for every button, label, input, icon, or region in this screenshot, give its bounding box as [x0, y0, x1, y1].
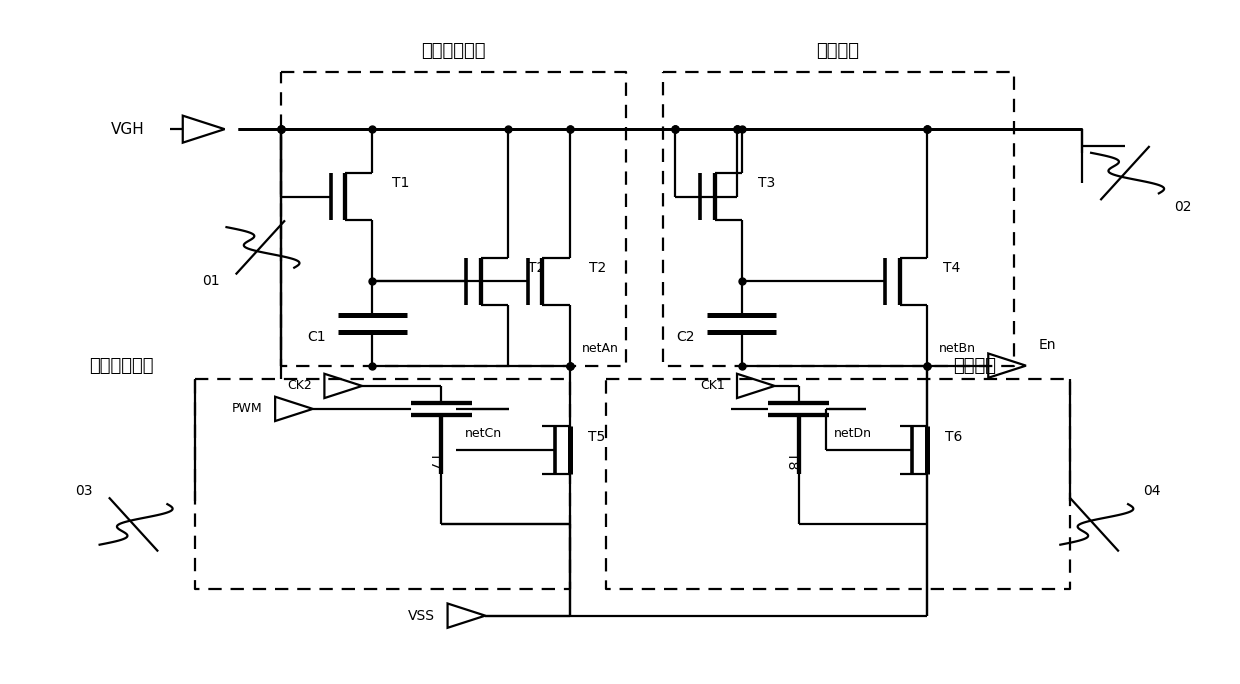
Text: T7: T7	[428, 451, 443, 469]
Text: 01: 01	[202, 274, 219, 288]
Text: CK2: CK2	[288, 380, 312, 393]
Text: CK1: CK1	[699, 380, 724, 393]
Text: 03: 03	[76, 484, 93, 498]
Text: 04: 04	[1143, 484, 1161, 498]
Text: 下拉模块: 下拉模块	[952, 356, 996, 375]
Text: 02: 02	[1174, 200, 1192, 214]
Text: T2: T2	[589, 261, 606, 275]
Text: 讯号控制模块: 讯号控制模块	[89, 356, 154, 375]
Text: C2: C2	[677, 330, 696, 344]
Text: T6: T6	[945, 430, 962, 444]
Text: T3: T3	[758, 176, 775, 190]
Text: netAn: netAn	[582, 342, 619, 355]
Text: T5: T5	[588, 430, 605, 444]
Text: PWM: PWM	[232, 402, 263, 415]
Text: netCn: netCn	[465, 427, 502, 440]
Text: C1: C1	[308, 330, 326, 344]
Text: VGH: VGH	[110, 122, 144, 137]
Text: T1: T1	[392, 176, 409, 190]
Text: netBn: netBn	[939, 342, 976, 355]
Text: T8: T8	[785, 451, 800, 469]
Text: 上拉控制模块: 上拉控制模块	[422, 42, 486, 60]
Text: T4: T4	[942, 261, 960, 275]
Text: 上拉模块: 上拉模块	[816, 42, 859, 60]
Text: netDn: netDn	[833, 427, 872, 440]
Text: T2: T2	[528, 261, 544, 275]
Text: VSS: VSS	[408, 609, 435, 622]
Text: En: En	[1038, 339, 1055, 352]
